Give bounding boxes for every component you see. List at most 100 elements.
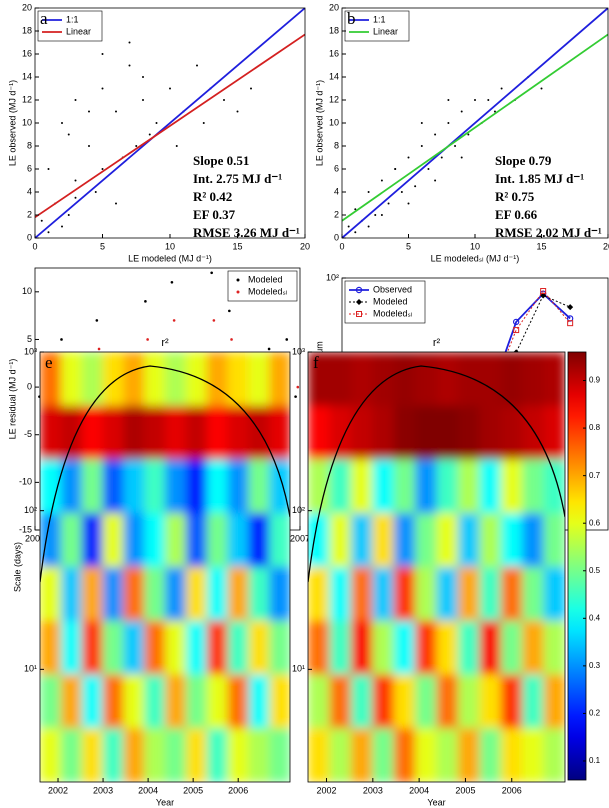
heatmap-cell	[522, 728, 545, 782]
point	[420, 122, 423, 124]
x-tick-label: 2004	[138, 785, 158, 795]
y-tick-label: 0	[27, 381, 32, 391]
heatmap-cell	[350, 352, 373, 407]
heatmap-cell	[248, 352, 270, 407]
point	[236, 110, 239, 113]
point	[223, 99, 225, 101]
heatmap-cell	[206, 620, 228, 675]
point	[61, 122, 63, 124]
marker	[355, 286, 363, 294]
heatmap-cells	[308, 352, 565, 782]
heatmap-cell	[457, 620, 480, 675]
point	[427, 168, 430, 170]
heatmap-cell	[329, 352, 352, 407]
heatmap-cell	[248, 728, 270, 782]
y-tick-label: 20	[22, 2, 32, 12]
point	[414, 185, 417, 188]
heatmap-cell	[144, 674, 166, 729]
heatmap-cell	[60, 513, 83, 568]
point	[142, 76, 144, 78]
heatmap-cell	[40, 567, 62, 622]
legend-box	[37, 10, 103, 42]
heatmap-cell	[500, 352, 523, 407]
y-tick-label: 10²	[24, 505, 37, 515]
x-axis-label: Year	[427, 797, 445, 807]
heatmap-cell	[144, 728, 166, 782]
heatmap-cell	[522, 352, 545, 407]
point	[47, 168, 50, 170]
x-tick-label: 15	[232, 241, 242, 251]
heatmap-cell	[248, 459, 270, 514]
heatmap-cell	[269, 728, 290, 782]
heatmap-cell	[372, 405, 395, 460]
stat-annotation: EF 0.37	[193, 207, 236, 222]
point	[467, 133, 470, 136]
heatmap-cell	[479, 567, 502, 622]
x-tick-label: 5	[100, 241, 105, 251]
heatmap-cell	[393, 513, 416, 568]
heatmap-cell	[40, 674, 62, 729]
stat-annotation: Int. 1.85 MJ d⁻¹	[495, 171, 584, 186]
point	[88, 110, 90, 113]
x-tick-label: 2006	[228, 785, 248, 795]
point	[67, 214, 70, 216]
point	[115, 110, 117, 113]
legend-label: Modeledₛₗ	[248, 286, 288, 296]
heatmap-cell	[543, 405, 565, 460]
plot-area	[40, 352, 290, 782]
axes-frame	[307, 351, 566, 783]
heatmap-cell	[415, 352, 437, 407]
heatmap-cell	[185, 352, 208, 407]
point	[367, 225, 370, 228]
colorbar-tick-label: 0.3	[589, 661, 601, 670]
y-tick-label: 6	[334, 163, 339, 173]
point	[434, 179, 437, 182]
heatmap-cell	[329, 728, 352, 782]
y-tick-label: 10	[22, 286, 32, 296]
x-tick-label: 15	[536, 241, 546, 251]
heatmap-cell	[350, 728, 373, 782]
panel-label: f	[313, 353, 319, 372]
point	[407, 202, 410, 205]
heatmap-cell	[123, 674, 145, 729]
plot-area	[342, 8, 608, 238]
heatmap-cell	[393, 352, 416, 407]
heatmap-cell	[102, 674, 124, 729]
legend-swatch	[236, 278, 240, 282]
heatmap-cell	[144, 459, 166, 514]
heatmap-cell	[144, 405, 166, 460]
heatmap-cell	[40, 620, 62, 675]
heatmap-cell	[102, 352, 124, 407]
y-tick-label: 20	[329, 2, 339, 12]
heatmap-cell	[102, 459, 124, 514]
heatmap-cell	[165, 567, 187, 622]
y-tick-label: 0	[334, 232, 339, 242]
heatmap-cell	[81, 459, 103, 514]
point	[420, 145, 423, 147]
heatmap-cell	[372, 513, 395, 568]
heatmap-cell	[144, 567, 166, 622]
heatmap-cell	[144, 513, 166, 568]
point	[267, 347, 271, 351]
point	[447, 99, 450, 101]
point	[407, 156, 410, 159]
x-tick-label: 0	[32, 241, 37, 251]
heatmap-cell	[165, 620, 187, 675]
point	[374, 214, 377, 216]
heatmap-cell	[522, 459, 545, 514]
y-tick-label: 10³	[24, 346, 37, 356]
heatmap-cell	[227, 620, 249, 675]
y-tick-label: 10³	[292, 346, 305, 356]
heatmap-cell	[206, 352, 228, 407]
point	[212, 319, 216, 322]
colorbar-tick-label: 0.7	[589, 471, 601, 480]
heatmap-cell	[40, 728, 62, 782]
fit-line	[342, 8, 608, 238]
legend-label: Linear	[66, 26, 91, 36]
stat-annotation: R² 0.42	[193, 189, 232, 204]
point	[146, 338, 149, 341]
heatmap-cell	[350, 459, 373, 514]
point	[172, 319, 176, 322]
heatmap-cell	[329, 459, 352, 514]
